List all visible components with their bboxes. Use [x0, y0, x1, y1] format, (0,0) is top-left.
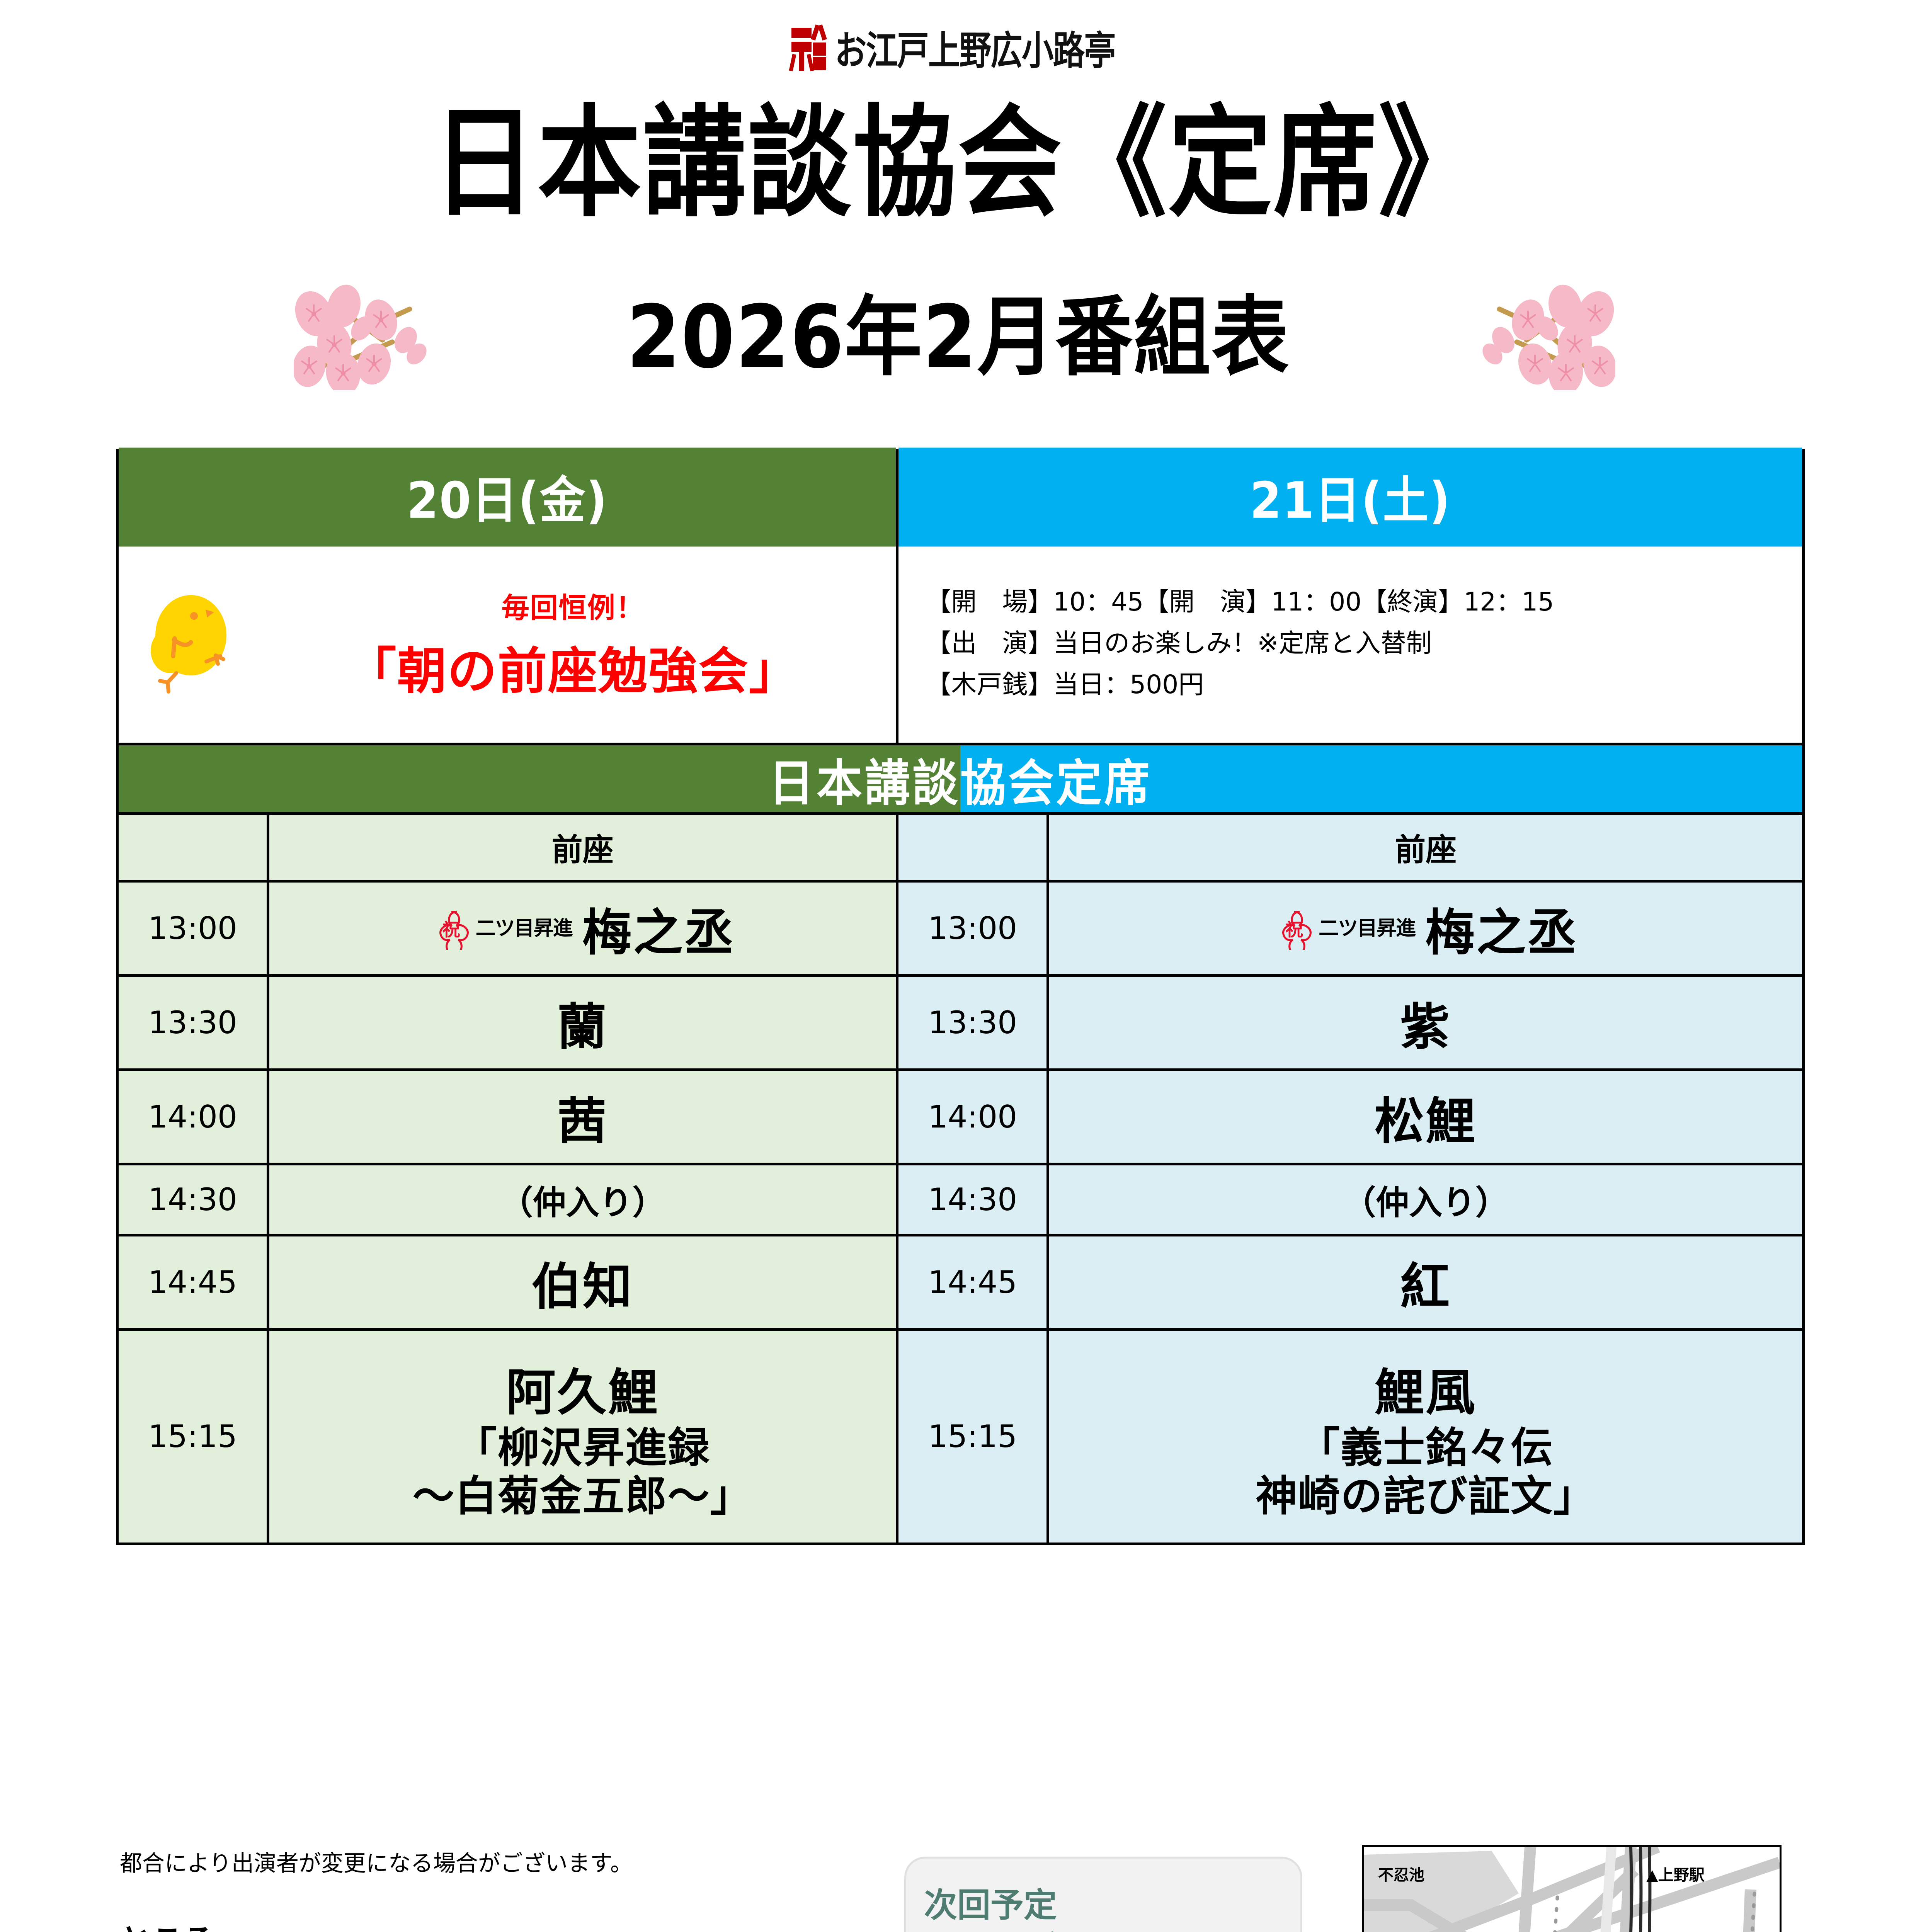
time-cell: 15:15	[896, 1328, 1050, 1545]
nagatani-logo-icon	[789, 24, 827, 71]
time-cell: 14:30	[116, 1163, 269, 1236]
venue-name: お江戸上野広小路亭	[835, 28, 1116, 74]
performer-name: 紅	[1400, 1258, 1451, 1316]
section-time-blank-fri	[116, 812, 269, 883]
map-graphic	[1364, 1847, 1780, 1932]
jdk-band-blue-half	[960, 745, 1802, 812]
date-band: 2026年2月番組表	[0, 263, 1916, 394]
cast-change-note: 都合により出演者が変更になる場合がございます。	[120, 1850, 633, 1876]
act-cell-fri: 茜	[266, 1068, 899, 1165]
performer-name: 松鯉	[1375, 1093, 1477, 1150]
act-cell-sat: 紅	[1046, 1234, 1805, 1331]
table-row-day-headers: 20日(金) 21日(土)	[116, 444, 1805, 549]
story-title-line-1: 「義士銘々伝	[1298, 1424, 1554, 1472]
map-label-shinobazu: 不忍池	[1378, 1866, 1424, 1884]
performer-name: 阿久鯉	[506, 1364, 659, 1422]
sat-cast-line: 【出 演】当日のお楽しみ！※定席と入替制	[926, 628, 1432, 658]
page-title: 日本講談協会《定席》	[432, 93, 1484, 233]
plum-blossom-icon-right	[1482, 284, 1615, 390]
time-cell: 14:45	[116, 1234, 269, 1331]
section-time-blank-sat	[896, 812, 1050, 883]
section-label-sat: 前座	[1046, 812, 1805, 883]
celebration-seal-icon: 祝	[430, 907, 473, 950]
table-row: 14:00 茜 14:00 松鯉	[116, 1068, 1805, 1165]
time-cell: 15:15	[116, 1328, 269, 1545]
schedule-table: 20日(金) 21日(土)	[116, 444, 1805, 1545]
section-label-fri: 前座	[266, 812, 899, 883]
table-row-morning: 毎回恒例！ 「朝の前座勉強会」 【開 場】10：45【開 演】11：00【終演】…	[116, 542, 1805, 745]
day-header-friday: 20日(金)	[116, 444, 899, 549]
table-row: 15:15 阿久鯉 「柳沢昇進録 ～白菊金五郎～」 15:15 鯉風 「義士銘々…	[116, 1328, 1805, 1545]
table-row: 13:30 蘭 13:30 紫	[116, 974, 1805, 1071]
saturday-morning-info-cell: 【開 場】10：45【開 演】11：00【終演】12：15 【出 演】当日のお楽…	[896, 542, 1805, 745]
performer-name: 茜	[557, 1093, 608, 1150]
sat-open-line: 【開 場】10：45【開 演】11：00【終演】12：15	[926, 587, 1554, 617]
act-cell-fri: 蘭	[266, 974, 899, 1071]
performer-name: 梅之丞	[1425, 904, 1579, 962]
morning-tagline: 毎回恒例！	[501, 591, 645, 624]
access-map: お江戸上野広小路亭 不忍池 ▲上野駅 アメ横 昭和通 日比谷線 都営大江戸線 上…	[1362, 1845, 1782, 1932]
next-event-year: ２０２６年	[906, 1929, 1300, 1932]
act-cell-fri: （仲入り）	[266, 1163, 899, 1236]
act-cell-fri: 伯知	[266, 1234, 899, 1331]
morning-study-cell: 毎回恒例！ 「朝の前座勉強会」	[116, 542, 899, 745]
next-event-title: 次回予定	[924, 1886, 1057, 1925]
morning-title: 「朝の前座勉強会」	[347, 642, 799, 700]
time-cell: 13:00	[116, 880, 269, 977]
time-cell: 14:30	[896, 1163, 1050, 1236]
intermission-label: （仲入り）	[499, 1184, 666, 1222]
story-title-line-2: ～白菊金五郎～」	[412, 1472, 753, 1521]
time-cell: 14:45	[896, 1234, 1050, 1331]
act-cell-sat: 祝 二ツ目昇進 梅之丞	[1046, 880, 1805, 977]
day-header-saturday: 21日(土)	[896, 444, 1805, 549]
intermission-label: （仲入り）	[1343, 1184, 1509, 1222]
performer-name: 蘭	[557, 998, 608, 1056]
act-cell-sat: （仲入り）	[1046, 1163, 1805, 1236]
venue-and-price-info: ところ お江戸上野広小路亭 台東区上野1-20-10 【開場】12時30分【開演…	[120, 1915, 931, 1932]
story-title-line-2: 神崎の詫び証文」	[1256, 1472, 1596, 1521]
act-cell-fri: 阿久鯉 「柳沢昇進録 ～白菊金五郎～」	[266, 1328, 899, 1545]
performer-name: 伯知	[531, 1258, 634, 1316]
chick-icon	[134, 586, 250, 702]
act-cell-fri: 祝 二ツ目昇進 梅之丞	[266, 880, 899, 977]
performer-name: 梅之丞	[582, 904, 735, 962]
time-cell: 14:00	[116, 1068, 269, 1165]
time-cell: 13:30	[896, 974, 1050, 1071]
time-cell: 14:00	[896, 1068, 1050, 1165]
venue-header: お江戸上野広小路亭	[0, 23, 1916, 74]
time-cell: 13:30	[116, 974, 269, 1071]
table-row: 13:00 祝 二ツ目昇進 梅之丞 13:00	[116, 880, 1805, 977]
act-cell-sat: 鯉風 「義士銘々伝 神崎の詫び証文」	[1046, 1328, 1805, 1545]
jdk-band-green-half	[119, 745, 960, 812]
table-row: 14:45 伯知 14:45 紅	[116, 1234, 1805, 1331]
performer-name: 鯉風	[1375, 1364, 1477, 1422]
promotion-note: 二ツ目昇進	[475, 917, 573, 940]
act-cell-sat: 紫	[1046, 974, 1805, 1071]
table-row: 14:30 （仲入り） 14:30 （仲入り）	[116, 1163, 1805, 1236]
sat-fee-line: 【木戸銭】当日：500円	[926, 669, 1204, 699]
performer-name: 紫	[1400, 998, 1451, 1056]
date-title: 2026年2月番組表	[626, 287, 1290, 388]
next-event-box: 次回予定 ２０２６年 ３月２８日（土） ３月２９日（日）	[904, 1857, 1302, 1932]
table-row-section: 前座 前座	[116, 812, 1805, 883]
place-heading: ところ	[120, 1915, 215, 1932]
story-title-line-1: 「柳沢昇進録	[455, 1424, 710, 1472]
map-label-ueno-station: ▲上野駅	[1646, 1866, 1705, 1884]
celebration-seal-icon: 祝	[1273, 907, 1315, 950]
table-row-band: 日本講談協会定席	[116, 743, 1805, 815]
act-cell-sat: 松鯉	[1046, 1068, 1805, 1165]
jdk-band-cell: 日本講談協会定席	[116, 743, 1805, 815]
promotion-note: 二ツ目昇進	[1319, 917, 1416, 940]
plum-blossom-icon-left	[294, 284, 427, 390]
jdk-band-label: 日本講談協会定席	[768, 754, 1152, 812]
time-cell: 13:00	[896, 880, 1050, 977]
